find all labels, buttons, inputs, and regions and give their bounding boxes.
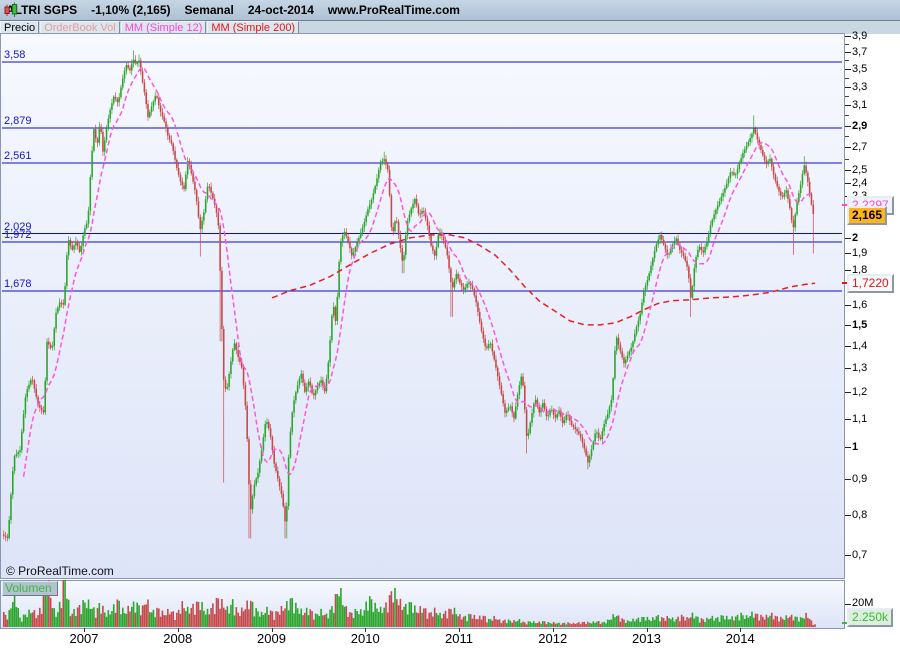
- y-axis-tick: [845, 346, 851, 347]
- y-axis-tick: [845, 87, 851, 88]
- y-axis-label: 2,9: [852, 120, 868, 132]
- volume-axis-last-tick: [842, 622, 848, 624]
- y-axis-minor-tick: [845, 44, 849, 45]
- volume-axis-tick: [845, 604, 851, 605]
- x-axis-tick: [740, 628, 742, 632]
- mm200-value-tag: 1,7220: [847, 274, 894, 293]
- y-axis-tick: [845, 555, 851, 556]
- price-change: -1,10% (2,165): [91, 3, 171, 17]
- y-axis-minor-tick: [845, 115, 849, 116]
- y-axis-tick: [845, 238, 851, 239]
- y-axis-tick: [845, 52, 851, 53]
- y-axis-tick: [845, 479, 851, 480]
- y-axis-label: 1,8: [852, 264, 868, 276]
- level-price-label: 3,58: [4, 48, 26, 61]
- y-axis-label: 3,9: [852, 30, 868, 42]
- y-axis-label: 3,5: [852, 63, 868, 75]
- y-axis-tick: [845, 170, 851, 171]
- y-axis-tick: [845, 515, 851, 516]
- timeframe-label: Semanal: [184, 3, 234, 17]
- y-axis-tick: [845, 325, 851, 326]
- level-price-label: 1,678: [4, 277, 32, 290]
- level-price-label: 2,879: [4, 114, 32, 127]
- y-axis-label: 1,6: [852, 299, 868, 311]
- y-axis-label: 2,5: [852, 164, 868, 176]
- y-axis-label: 2,7: [852, 141, 868, 153]
- y-axis-minor-tick: [845, 60, 849, 61]
- volume-value-tag: 2.250k: [847, 608, 894, 627]
- x-axis-tick: [84, 628, 85, 632]
- y-axis-label: 3,7: [852, 46, 868, 58]
- level-price-label: 2,561: [4, 150, 32, 163]
- y-axis-label: 3,3: [852, 81, 868, 93]
- x-axis-year-label: 2008: [163, 631, 193, 646]
- y-axis-label: 2: [852, 232, 859, 244]
- level-price-label: 1,972: [4, 229, 32, 242]
- y-axis-tick: [845, 419, 851, 420]
- x-axis-tick: [177, 628, 179, 632]
- y-axis-tick: [845, 105, 851, 106]
- candles: [2, 50, 815, 542]
- y-axis-tick: [845, 270, 851, 271]
- x-axis-year-label: 2009: [257, 631, 286, 646]
- price-chart-panel[interactable]: [0, 33, 845, 579]
- volumen-indicator-button[interactable]: Volumen: [2, 581, 58, 596]
- y-axis-label: 0,9: [852, 473, 868, 485]
- x-axis-tick: [271, 628, 273, 632]
- y-axis-tick: [845, 147, 851, 148]
- y-axis-tick: [845, 305, 851, 306]
- volume-axis-label: 20M: [852, 597, 874, 609]
- volume-canvas[interactable]: [0, 580, 844, 628]
- y-axis-tick: [845, 183, 851, 184]
- y-axis-label: 1,3: [852, 362, 868, 374]
- volume-bars: [2, 580, 816, 627]
- y-axis-tick: [845, 368, 851, 369]
- y-axis-minor-tick: [845, 136, 849, 137]
- x-axis-year-label: 2007: [69, 631, 99, 646]
- mm200-axis-tick: [842, 282, 848, 284]
- y-axis-label: 3,1: [852, 99, 868, 111]
- x-axis-tick: [459, 628, 460, 632]
- y-axis-tick: [845, 253, 851, 254]
- y-axis-label: 1,4: [852, 340, 868, 352]
- y-axis-label: 0,8: [852, 509, 868, 521]
- y-axis-label: 1,2: [852, 386, 868, 398]
- instrument-name: ALTRI SGPS: [6, 3, 78, 17]
- y-axis-label: 0,7: [852, 549, 868, 561]
- site-link[interactable]: www.ProRealTime.com: [327, 3, 460, 17]
- y-axis-tick: [845, 126, 851, 127]
- copyright-label: © ProRealTime.com: [6, 564, 114, 578]
- x-axis-year-label: 2012: [538, 631, 568, 646]
- y-axis-minor-tick: [845, 78, 849, 79]
- mm200-line: [271, 234, 816, 326]
- date-label: 24-oct-2014: [247, 3, 314, 17]
- x-axis-tick: [552, 628, 554, 632]
- level-lines: [2, 61, 842, 292]
- last-price-tag: 2,165: [847, 206, 888, 225]
- x-axis-year-label: 2010: [350, 631, 380, 646]
- y-axis-tick: [845, 36, 851, 37]
- mm12-axis-tick: [842, 204, 848, 206]
- y-axis-tick: [845, 447, 851, 448]
- level-price-label: 2,029: [4, 220, 32, 233]
- y-axis-label: 1: [852, 441, 859, 453]
- y-axis-minor-tick: [845, 96, 849, 97]
- price-chart-canvas[interactable]: [0, 33, 844, 579]
- y-axis-minor-tick: [845, 159, 849, 160]
- x-axis-tick: [646, 628, 648, 632]
- y-axis-label: 1,9: [852, 247, 868, 259]
- y-axis-label: 2,4: [852, 177, 868, 189]
- y-axis-tick: [845, 392, 851, 393]
- x-axis-year-label: 2013: [632, 631, 661, 646]
- x-axis-year-label: 2011: [445, 631, 473, 646]
- y-axis-tick: [845, 69, 851, 70]
- x-axis-year-label: 2014: [725, 631, 755, 646]
- y-axis-label: 1,5: [852, 319, 868, 331]
- candlestick-logo-icon: [4, 2, 18, 17]
- title-bar: ALTRI SGPS -1,10% (2,165) Semanal 24-oct…: [0, 0, 900, 21]
- x-axis-tick: [365, 628, 367, 632]
- y-axis-label: 1,1: [852, 413, 868, 425]
